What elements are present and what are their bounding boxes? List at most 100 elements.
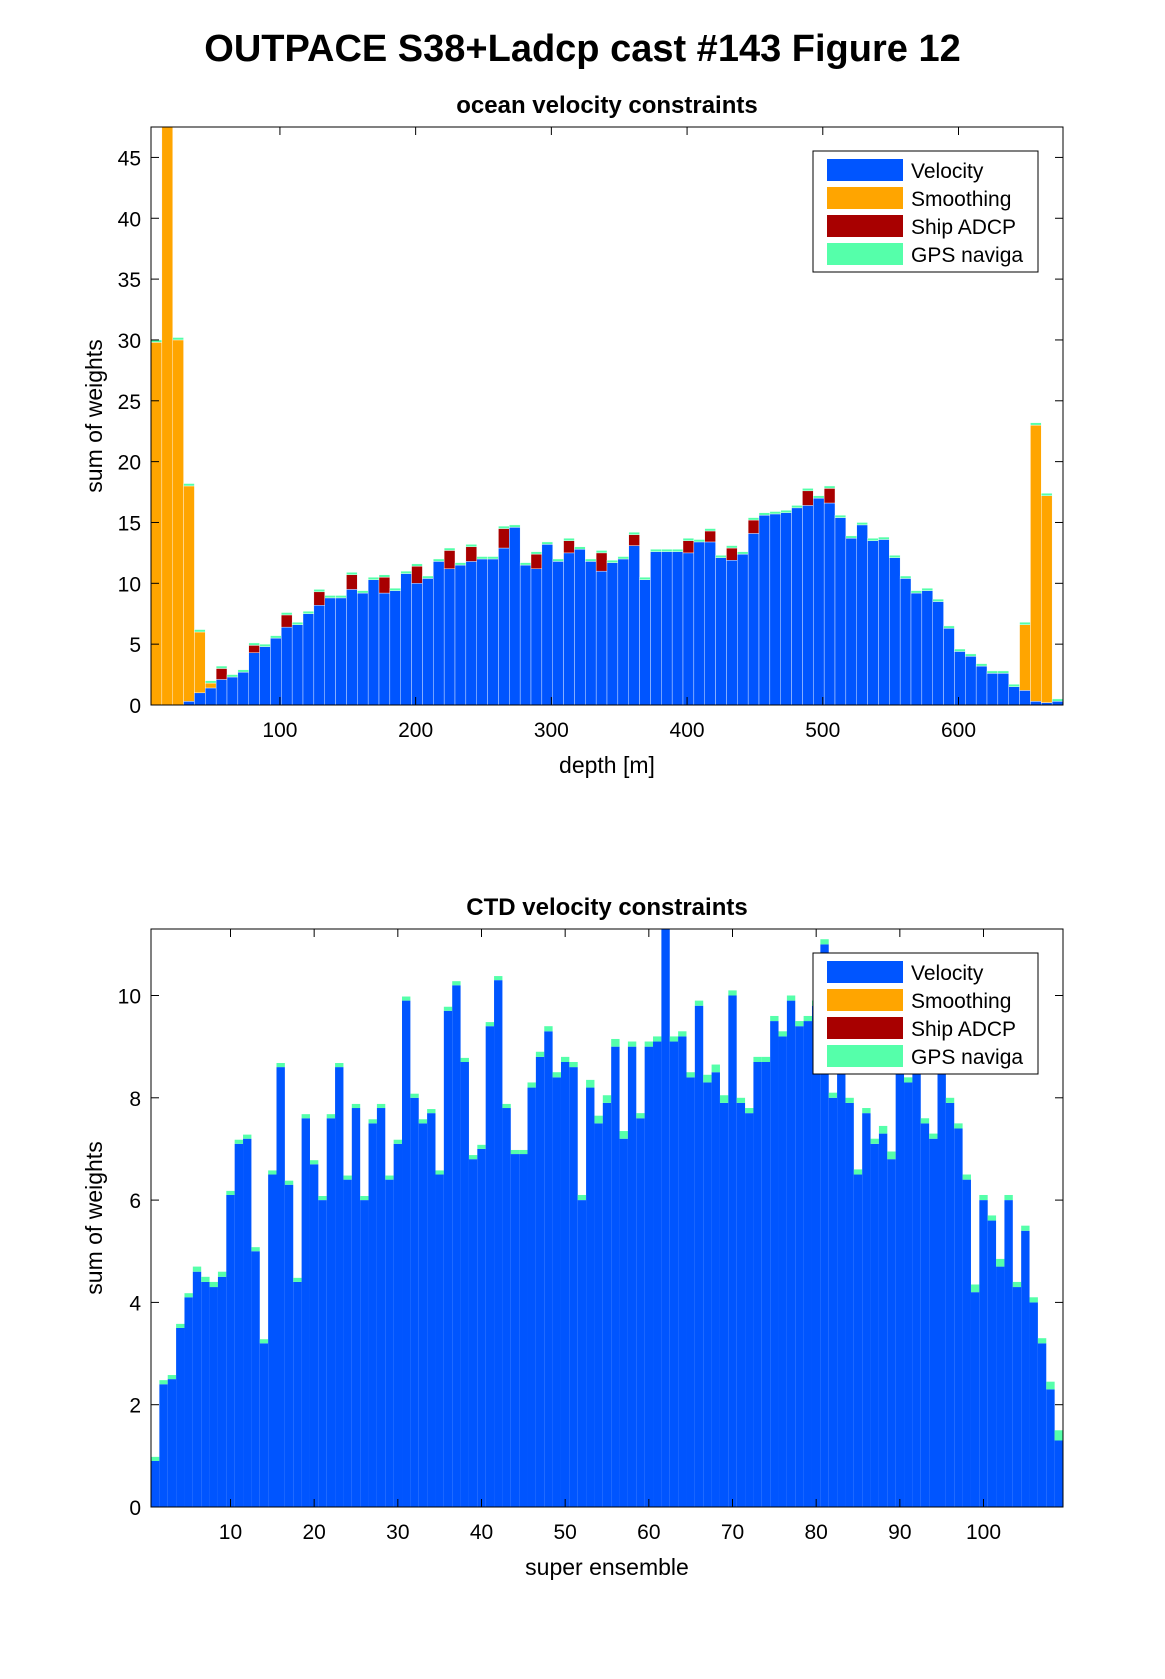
ocean-legend-label-0: Velocity (911, 160, 984, 183)
ctd-bar-velocity (644, 1046, 654, 1507)
ocean-bar-velocity (910, 592, 923, 705)
ctd-bar-gps-naviga (234, 1139, 244, 1144)
ctd-bar-velocity (544, 1031, 553, 1507)
ocean-bar-gps-naviga (823, 485, 836, 489)
ctd-bar-gps-naviga (485, 1022, 495, 1027)
ctd-bar-velocity (962, 1179, 971, 1507)
ocean-bar-gps-naviga (563, 538, 575, 541)
ocean-bar-velocity (856, 524, 868, 705)
ocean-bar-gps-naviga (1051, 698, 1063, 702)
ctd-bar-velocity (1012, 1287, 1022, 1507)
ctd-bar-velocity (418, 1123, 428, 1507)
ctd-bar-velocity (151, 1460, 160, 1507)
ctd-bar-velocity (217, 1276, 227, 1507)
ctd-bar-velocity (477, 1148, 486, 1507)
ocean-bar-gps-naviga (758, 512, 771, 516)
ocean-bar-gps-naviga (335, 595, 347, 599)
ctd-bar-gps-naviga (711, 1064, 720, 1073)
ctd-bar-gps-naviga (217, 1271, 227, 1277)
ctd-bar-velocity (895, 1046, 905, 1507)
ocean-bar-velocity (194, 692, 206, 705)
ocean-bar-smoothing (194, 631, 206, 694)
ocean-bar-gps-naviga (628, 532, 640, 535)
ctd-bar-velocity (987, 1220, 997, 1507)
ctd-legend-swatch-1 (827, 989, 903, 1011)
ocean-bar-gps-naviga (162, 122, 173, 124)
ocean-bar-velocity (671, 551, 684, 705)
ctd-axes-frame (150, 928, 1064, 1508)
ctd-bar-gps-naviga (360, 1196, 369, 1201)
ctd-bar-velocity (811, 1005, 821, 1507)
ocean-bar-gps-naviga (346, 572, 358, 575)
ctd-bar-gps-naviga (996, 1258, 1005, 1267)
ctd-bar-velocity (402, 1000, 411, 1507)
ctd-bar-gps-naviga (318, 1196, 327, 1201)
ctd-bar-gps-naviga (853, 1169, 863, 1175)
ocean-bar-velocity (552, 561, 564, 705)
ctd-bar-gps-naviga (167, 1375, 177, 1380)
ocean-bar-velocity (563, 552, 575, 705)
ctd-bar-gps-naviga (586, 1079, 595, 1088)
ocean-bar-gps-naviga (541, 541, 553, 545)
ctd-legend-swatch-0 (827, 961, 903, 983)
ctd-bar-gps-naviga (184, 1293, 193, 1298)
ctd-bar-gps-naviga (611, 1038, 620, 1047)
ctd-bar-velocity (309, 1164, 319, 1507)
ocean-bar-gps-naviga (433, 558, 445, 562)
ocean-bar-smoothing (1030, 424, 1042, 702)
ctd-bar-velocity (251, 1251, 260, 1507)
ocean-x-axis-label: depth [m] (559, 752, 655, 778)
ctd-bar-gps-naviga (159, 1380, 168, 1385)
ocean-bar-gps-naviga (997, 670, 1009, 674)
ctd-bar-velocity (167, 1379, 177, 1507)
ocean-xtick-label: 200 (398, 719, 433, 742)
ocean-xtick-label: 500 (805, 719, 840, 742)
ocean-bar-velocity (324, 597, 336, 705)
ctd-bar-gps-naviga (443, 1006, 453, 1011)
ctd-bar-gps-naviga (402, 996, 411, 1001)
ocean-bar-smoothing (151, 342, 163, 705)
ctd-bar-gps-naviga (376, 1103, 386, 1109)
ocean-bar-ship-adcp (595, 552, 608, 572)
ocean-ytick-label: 35 (118, 269, 141, 292)
ocean-legend-label-3: GPS naviga (911, 244, 1023, 267)
ocean-bar-gps-naviga (650, 549, 662, 552)
ocean-bar-velocity (813, 497, 825, 705)
ocean-bar-gps-naviga (910, 590, 923, 594)
ocean-bar-gps-naviga (921, 587, 933, 591)
ctd-bar-velocity (276, 1067, 285, 1507)
ctd-bar-gps-naviga (176, 1323, 185, 1328)
ocean-bar-velocity (704, 541, 716, 705)
ctd-xtick-label: 60 (637, 1521, 660, 1544)
ctd-bar-gps-naviga (669, 1036, 679, 1042)
ocean-legend-swatch-3 (827, 243, 903, 265)
ocean-bar-gps-naviga (422, 575, 434, 579)
ocean-bar-gps-naviga (878, 536, 890, 540)
ocean-bar-velocity (834, 517, 847, 705)
ctd-bar-gps-naviga (1037, 1338, 1047, 1344)
ctd-bar-velocity (159, 1384, 168, 1507)
ocean-bar-ship-adcp (704, 530, 716, 543)
ocean-bar-velocity (291, 624, 304, 705)
ocean-bar-gps-naviga (595, 550, 608, 554)
ctd-bar-gps-naviga (795, 1021, 804, 1027)
ctd-bar-velocity (837, 1067, 846, 1507)
ctd-bar-gps-naviga (594, 1115, 603, 1124)
ctd-bar-velocity (878, 1133, 888, 1507)
ocean-bar-gps-naviga (367, 577, 380, 580)
ctd-bar-velocity (192, 1271, 202, 1507)
ocean-bar-velocity (205, 687, 217, 705)
ctd-bar-velocity (293, 1281, 302, 1507)
ocean-bar-velocity (509, 527, 521, 705)
ctd-bar-gps-naviga (761, 1056, 771, 1062)
ocean-bar-velocity (281, 626, 293, 705)
ocean-bar-velocity (183, 701, 195, 705)
ctd-bar-gps-naviga (259, 1339, 269, 1344)
ctd-bar-velocity (1046, 1389, 1055, 1507)
ocean-bar-velocity (541, 544, 553, 705)
ctd-bar-velocity (611, 1046, 620, 1507)
ctd-bar-velocity (527, 1087, 536, 1507)
ocean-legend-label-2: Ship ADCP (911, 216, 1016, 239)
ocean-bar-gps-naviga (411, 563, 423, 567)
